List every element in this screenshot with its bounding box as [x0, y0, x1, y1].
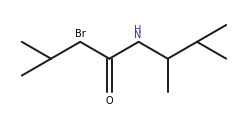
Text: O: O — [106, 95, 113, 105]
Text: H: H — [134, 24, 142, 34]
Text: N: N — [134, 30, 142, 40]
Text: Br: Br — [75, 29, 86, 39]
